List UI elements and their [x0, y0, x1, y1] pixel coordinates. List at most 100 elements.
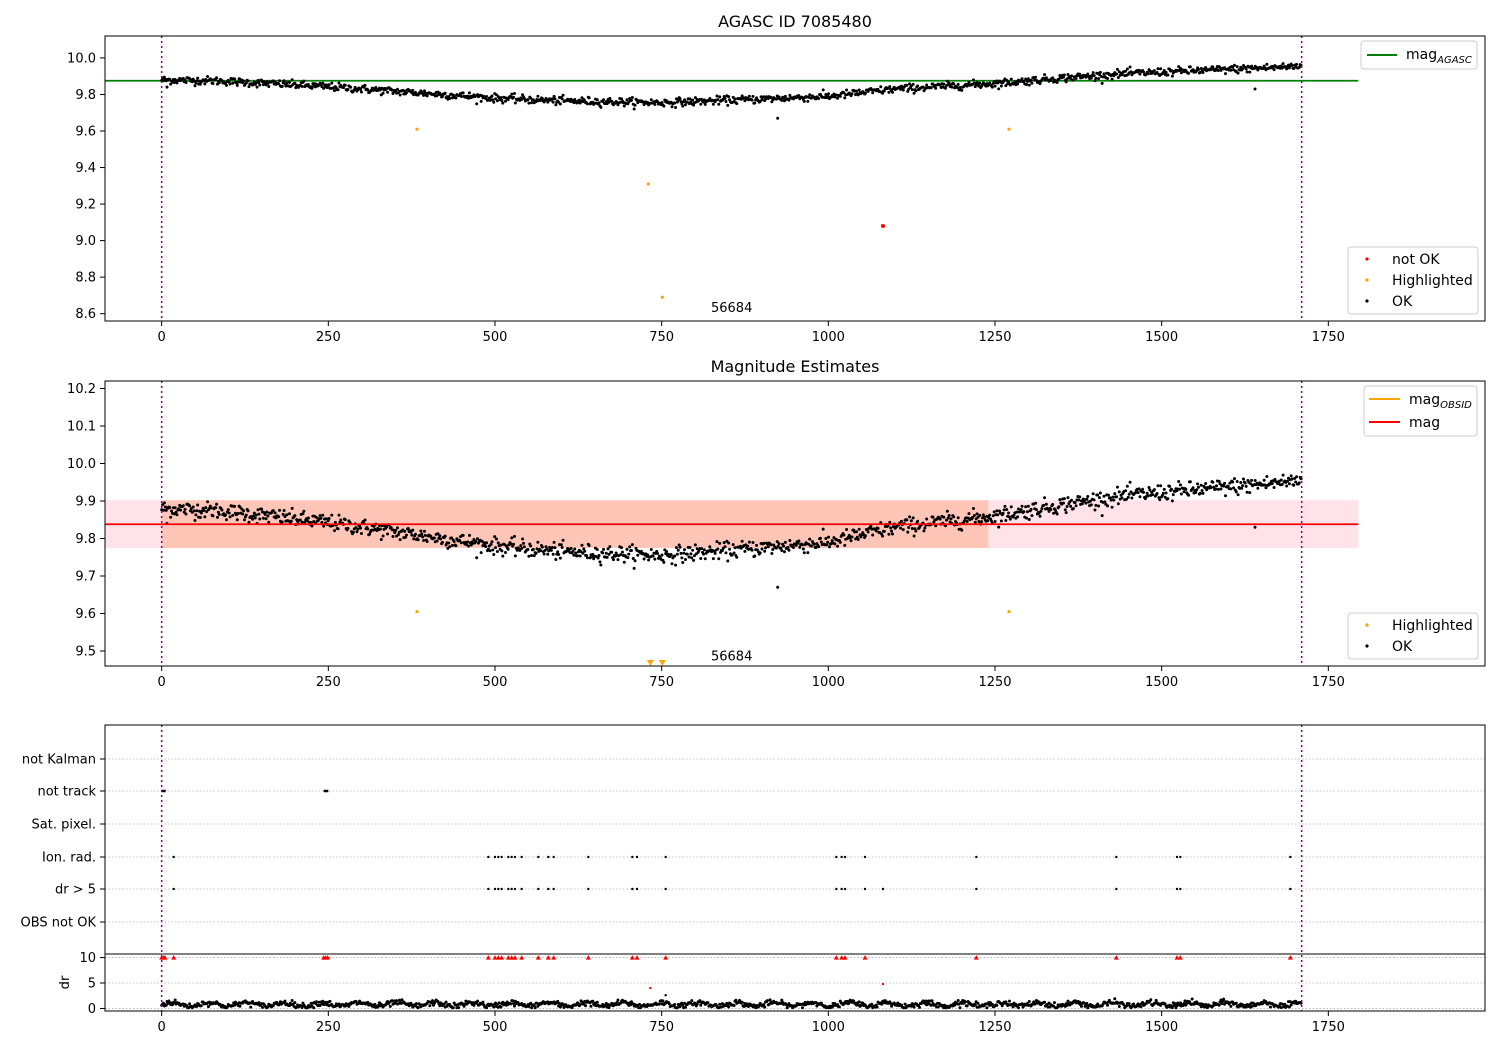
ok-point	[1092, 498, 1096, 502]
ok-point	[910, 527, 914, 531]
ok-point	[277, 515, 281, 519]
ok-point	[965, 520, 969, 524]
ok-point	[183, 507, 187, 511]
ok-point	[899, 519, 903, 523]
ok-point	[907, 526, 911, 530]
ok-point	[916, 84, 920, 88]
dr-point	[570, 1006, 574, 1010]
dr-clipped-marker	[535, 955, 541, 960]
ok-point	[194, 513, 198, 517]
ok-point	[806, 99, 810, 103]
ok-point	[1004, 84, 1008, 88]
ok-point	[496, 541, 500, 545]
ok-point	[527, 101, 531, 105]
flag-dr5-mark	[493, 887, 497, 891]
ok-point	[1074, 504, 1078, 508]
ok-point	[718, 541, 722, 545]
ok-point	[1279, 478, 1283, 482]
ok-point	[683, 548, 687, 552]
ok-point	[735, 555, 739, 559]
ok-point	[1156, 67, 1160, 71]
ok-point	[1194, 491, 1198, 495]
ok-point	[1290, 477, 1294, 481]
ok-point	[265, 510, 269, 514]
ok-point	[195, 79, 199, 83]
dr-points	[160, 997, 1303, 1010]
ok-point	[372, 524, 376, 528]
dr-point	[312, 1006, 316, 1010]
ok-point	[1128, 480, 1132, 484]
dr-point	[924, 999, 928, 1003]
ok-point	[856, 537, 860, 541]
ok-point	[391, 535, 395, 539]
ok-point	[1116, 76, 1120, 80]
dr-point	[497, 1001, 501, 1005]
ok-point	[1222, 484, 1226, 488]
ok-point	[1272, 485, 1276, 489]
flag-dr5-mark	[497, 887, 500, 891]
ok-point	[693, 543, 697, 547]
dr-point	[683, 1005, 687, 1009]
dr-tick-label: 10	[79, 951, 96, 966]
ok-point	[224, 518, 228, 522]
ok-point	[432, 536, 436, 540]
ok-point	[410, 533, 414, 537]
dr-point	[428, 1004, 432, 1008]
ok-point	[512, 534, 516, 538]
ok-point	[780, 549, 784, 553]
ok-point	[952, 515, 956, 519]
ok-point	[359, 90, 363, 94]
ok-point	[1226, 484, 1230, 488]
ok-point	[330, 513, 334, 517]
flag-ion-rad-mark	[520, 855, 523, 859]
ok-point	[1295, 475, 1299, 479]
dr-point	[657, 1002, 661, 1006]
ok-point	[596, 556, 600, 560]
ok-point	[254, 513, 258, 517]
ok-point	[608, 545, 612, 549]
ok-point	[1022, 79, 1026, 83]
dr-point	[388, 1004, 392, 1008]
dr-point	[464, 999, 468, 1003]
ok-point	[681, 104, 685, 108]
ok-point	[616, 558, 620, 562]
ok-point	[198, 516, 202, 520]
ok-point	[546, 552, 550, 556]
ok-point	[492, 553, 496, 557]
ok-point	[561, 93, 565, 97]
ok-point	[267, 85, 271, 89]
dr-point	[965, 1004, 969, 1008]
ok-point	[493, 535, 497, 539]
ok-point	[1071, 78, 1075, 82]
ok-point	[211, 514, 215, 518]
ok-point	[693, 96, 697, 100]
ok-point	[614, 551, 618, 555]
ok-point	[273, 511, 277, 515]
dr-point	[591, 999, 595, 1003]
dr-point	[930, 999, 934, 1003]
dr-point	[529, 1001, 533, 1005]
ok-point	[629, 98, 633, 102]
ok-point	[287, 80, 291, 84]
ok-points	[160, 62, 1303, 120]
ok-point	[1106, 77, 1110, 81]
dr-point	[400, 998, 404, 1002]
highlighted-offscale-marker	[646, 660, 654, 666]
dr-point	[444, 1000, 448, 1004]
ok-point	[610, 99, 614, 103]
ok-point	[670, 562, 674, 566]
ok-point	[1128, 65, 1132, 69]
ok-point	[703, 102, 707, 106]
ok-point	[776, 585, 780, 589]
ok-point	[763, 549, 767, 553]
ok-point	[622, 560, 626, 564]
dr-point	[859, 1003, 863, 1007]
ok-point	[817, 545, 821, 549]
ok-point	[242, 518, 246, 522]
ok-point	[1148, 488, 1152, 492]
ok-point	[205, 510, 209, 514]
ok-point	[700, 547, 704, 551]
dr-point	[290, 999, 294, 1003]
ok-point	[774, 546, 778, 550]
ok-point	[327, 517, 331, 521]
